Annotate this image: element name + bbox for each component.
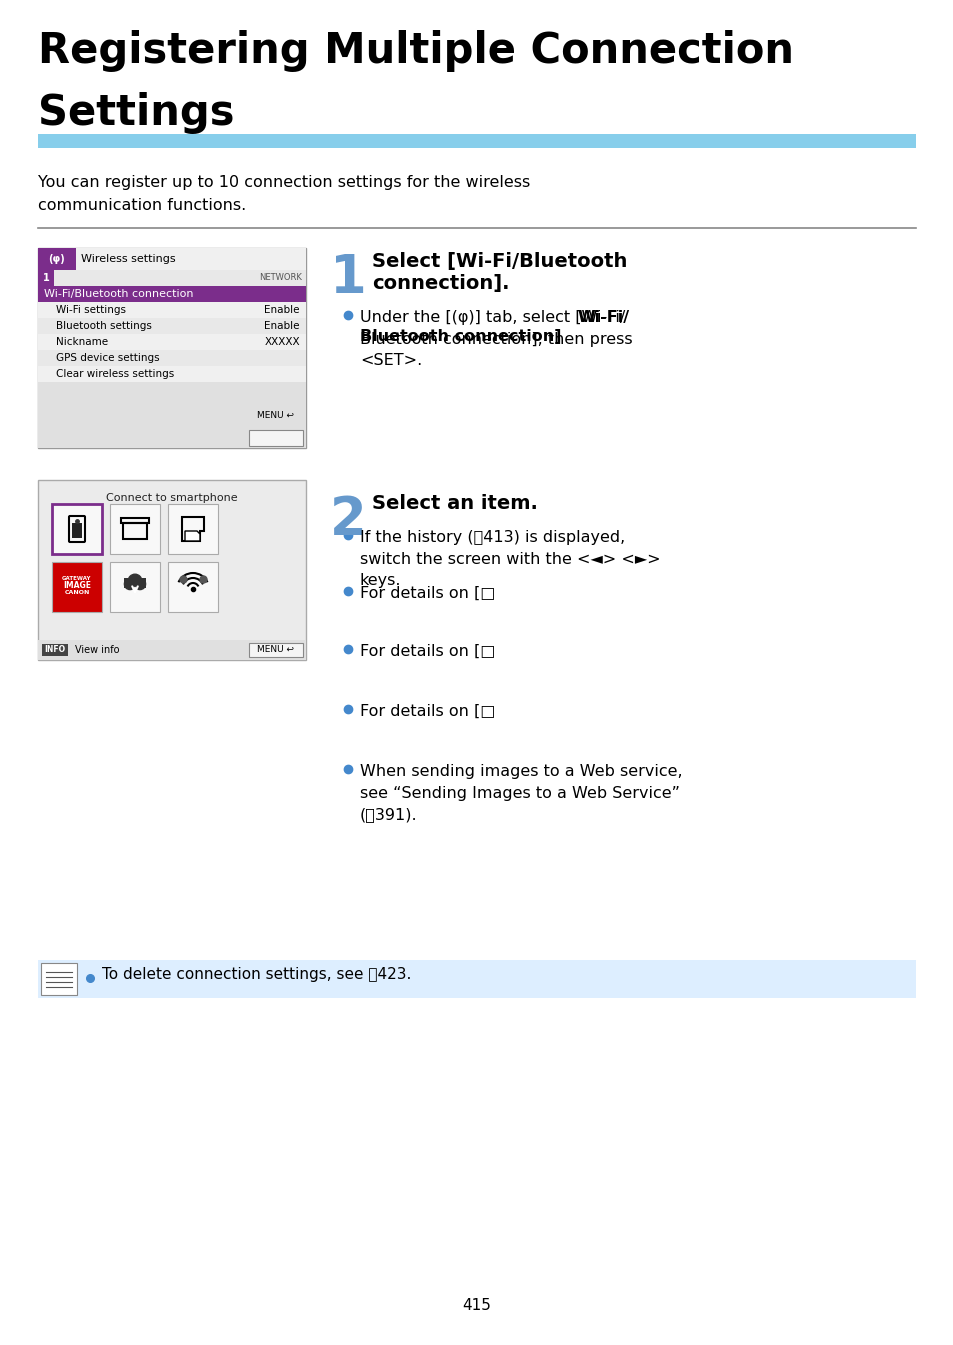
FancyBboxPatch shape	[249, 430, 303, 447]
Text: Select [Wi-Fi/Bluetooth: Select [Wi-Fi/Bluetooth	[372, 252, 627, 270]
Text: 2: 2	[330, 494, 366, 546]
Text: communication functions.: communication functions.	[38, 198, 246, 213]
Circle shape	[124, 578, 135, 589]
Text: View info: View info	[75, 646, 119, 655]
Text: Wi-Fi settings: Wi-Fi settings	[56, 305, 126, 315]
FancyBboxPatch shape	[71, 523, 82, 538]
FancyBboxPatch shape	[38, 350, 306, 366]
FancyBboxPatch shape	[168, 562, 218, 612]
Text: For details on [□: For details on [□	[359, 586, 495, 601]
FancyBboxPatch shape	[110, 504, 160, 554]
FancyBboxPatch shape	[124, 578, 146, 588]
Text: NETWORK: NETWORK	[259, 273, 302, 282]
FancyBboxPatch shape	[38, 317, 306, 334]
FancyBboxPatch shape	[38, 134, 915, 148]
FancyBboxPatch shape	[38, 286, 306, 303]
Text: You can register up to 10 connection settings for the wireless: You can register up to 10 connection set…	[38, 175, 530, 190]
FancyBboxPatch shape	[38, 640, 306, 660]
FancyBboxPatch shape	[38, 270, 54, 286]
FancyBboxPatch shape	[76, 247, 306, 270]
FancyBboxPatch shape	[38, 303, 306, 317]
Text: To delete connection settings, see ⧦423.: To delete connection settings, see ⧦423.	[102, 967, 411, 982]
FancyBboxPatch shape	[38, 247, 76, 270]
Text: GPS device settings: GPS device settings	[56, 352, 159, 363]
Text: connection].: connection].	[372, 274, 509, 293]
Text: Enable: Enable	[264, 305, 299, 315]
Text: Wireless settings: Wireless settings	[81, 254, 175, 264]
Text: MENU ↩: MENU ↩	[257, 646, 294, 655]
Text: Select an item.: Select an item.	[372, 494, 537, 512]
FancyBboxPatch shape	[41, 963, 77, 995]
Circle shape	[134, 578, 146, 589]
Text: Settings: Settings	[38, 91, 234, 134]
FancyBboxPatch shape	[38, 480, 306, 660]
FancyBboxPatch shape	[168, 504, 218, 554]
Text: For details on [□: For details on [□	[359, 703, 495, 720]
Text: When sending images to a Web service,
see “Sending Images to a Web Service”
(⧦39: When sending images to a Web service, se…	[359, 764, 682, 822]
Text: IMAGE: IMAGE	[63, 581, 91, 590]
FancyBboxPatch shape	[249, 643, 303, 656]
Text: Registering Multiple Connection: Registering Multiple Connection	[38, 30, 793, 73]
Text: Connect to smartphone: Connect to smartphone	[106, 494, 237, 503]
Text: 415: 415	[462, 1298, 491, 1313]
Polygon shape	[185, 531, 200, 541]
Text: Bluetooth connection]: Bluetooth connection]	[359, 330, 561, 344]
Text: Nickname: Nickname	[56, 338, 108, 347]
Text: GATEWAY: GATEWAY	[62, 577, 91, 581]
Text: Enable: Enable	[264, 321, 299, 331]
Text: 1: 1	[330, 252, 366, 304]
Text: If the history (⧦413) is displayed,
switch the screen with the <◄> <►>
keys.: If the history (⧦413) is displayed, swit…	[359, 530, 659, 588]
Text: MENU ↩: MENU ↩	[257, 410, 294, 420]
Text: Under the [(φ)] tab, select [Wi-Fi/
Bluetooth connection], then press
<SET>.: Under the [(φ)] tab, select [Wi-Fi/ Blue…	[359, 309, 632, 369]
Text: For details on [□: For details on [□	[359, 644, 500, 659]
Text: Wi-Fi/: Wi-Fi/	[578, 309, 630, 325]
FancyBboxPatch shape	[38, 270, 306, 286]
Circle shape	[128, 574, 142, 588]
FancyBboxPatch shape	[38, 334, 306, 350]
Text: (φ): (φ)	[49, 254, 66, 264]
FancyBboxPatch shape	[52, 562, 102, 612]
Text: CANON: CANON	[64, 589, 90, 594]
FancyBboxPatch shape	[38, 382, 306, 448]
FancyBboxPatch shape	[52, 504, 102, 554]
FancyBboxPatch shape	[38, 960, 915, 998]
Text: XXXXX: XXXXX	[264, 338, 299, 347]
FancyBboxPatch shape	[38, 366, 306, 382]
Text: Bluetooth settings: Bluetooth settings	[56, 321, 152, 331]
Text: Clear wireless settings: Clear wireless settings	[56, 369, 174, 379]
Text: Wi-Fi/Bluetooth connection: Wi-Fi/Bluetooth connection	[44, 289, 193, 299]
FancyBboxPatch shape	[110, 562, 160, 612]
Text: 1: 1	[43, 273, 50, 282]
Text: INFO: INFO	[45, 646, 66, 655]
FancyBboxPatch shape	[38, 247, 306, 448]
FancyBboxPatch shape	[42, 644, 68, 656]
